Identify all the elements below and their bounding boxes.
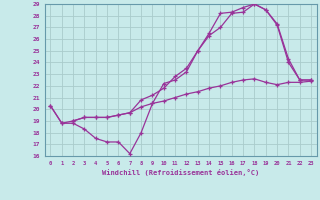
X-axis label: Windchill (Refroidissement éolien,°C): Windchill (Refroidissement éolien,°C) xyxy=(102,169,260,176)
